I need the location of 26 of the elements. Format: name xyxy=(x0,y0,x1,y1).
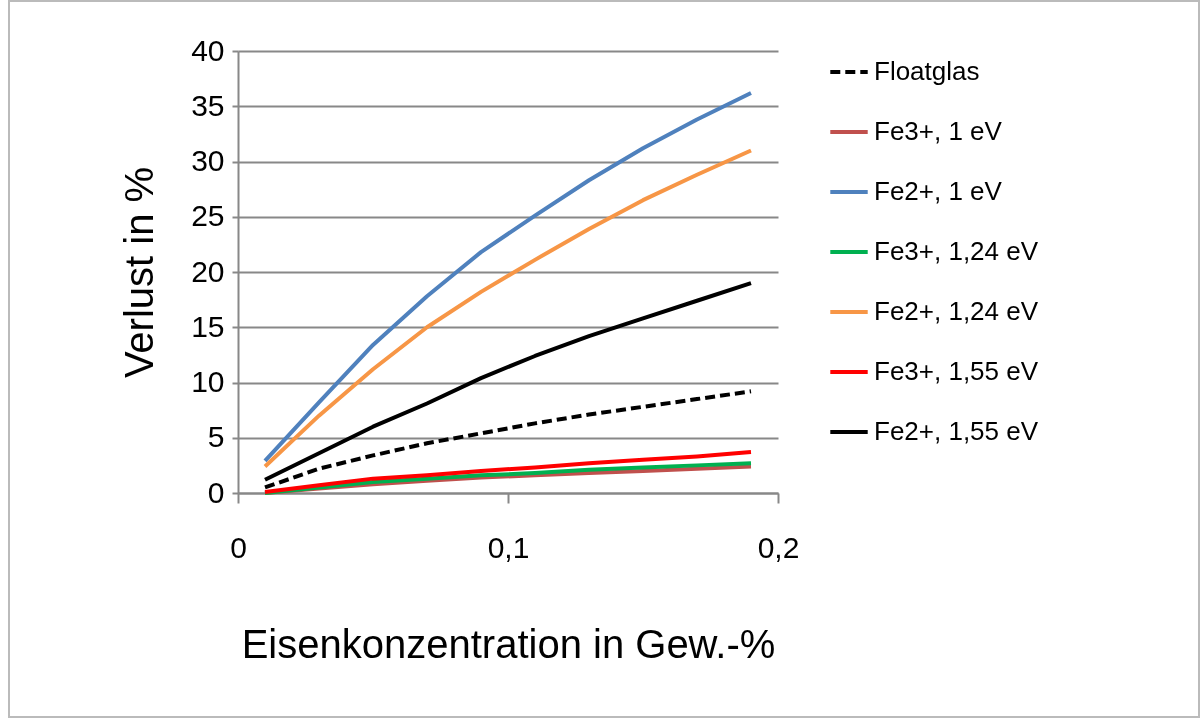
legend-label: Fe2+, 1 eV xyxy=(874,176,1003,206)
y-tick-label: 15 xyxy=(191,309,225,343)
x-tick-label: 0,1 xyxy=(487,530,530,564)
x-tick-label: 0 xyxy=(230,530,247,564)
line-series xyxy=(263,90,753,463)
x-axis-title: Eisenkonzentration in Gew.-% xyxy=(241,621,776,666)
legend-label: Fe2+, 1,55 eV xyxy=(874,416,1039,446)
y-tick-label: 0 xyxy=(207,475,225,509)
legend-label: Fe3+, 1 eV xyxy=(874,116,1003,146)
line-series xyxy=(263,281,753,482)
line-series xyxy=(263,148,753,469)
legend-label: Floatglas xyxy=(874,56,980,86)
legend-label: Fe2+, 1,24 eV xyxy=(874,296,1039,326)
y-tick-label: 10 xyxy=(191,365,225,398)
x-tick-label: 0,2 xyxy=(757,530,800,564)
y-tick-label: 40 xyxy=(191,33,225,67)
line-series xyxy=(263,450,753,494)
y-tick-label: 25 xyxy=(191,199,225,233)
legend-label: Fe3+, 1,55 eV xyxy=(874,356,1039,386)
y-axis-title: Verlust in % xyxy=(117,166,162,379)
y-tick-label: 30 xyxy=(191,144,225,177)
y-tick-label: 5 xyxy=(207,420,225,454)
legend-label: Fe3+, 1,24 eV xyxy=(874,236,1039,266)
y-tick-label: 20 xyxy=(191,254,225,288)
line-series xyxy=(263,389,753,490)
y-tick-label: 35 xyxy=(191,88,225,122)
